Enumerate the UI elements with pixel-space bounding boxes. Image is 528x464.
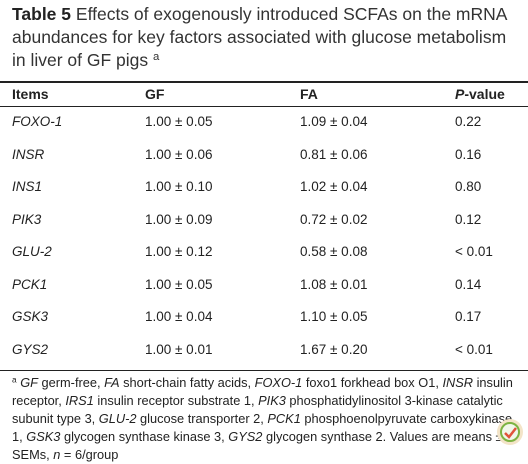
cell-value: 0.58 ± 0.08 bbox=[300, 244, 368, 259]
row-label: PIK3 bbox=[12, 211, 42, 227]
badge-icon bbox=[497, 419, 523, 445]
header-rule bbox=[0, 106, 528, 107]
footnote-text: GYS2 bbox=[228, 429, 263, 444]
footnote-text: GF bbox=[20, 375, 38, 390]
footnote-text: INSR bbox=[442, 375, 474, 390]
footnote-text: phosphatidylinositol 3-kinase catalytic … bbox=[12, 393, 503, 426]
cell-value: 1.00 ± 0.05 bbox=[145, 114, 213, 129]
cell-value: 0.12 bbox=[455, 211, 482, 227]
note-mark: a bbox=[153, 50, 160, 63]
cell-value: 1.00 ± 0.12 bbox=[145, 244, 213, 259]
row-label: GYS2 bbox=[12, 341, 49, 357]
cell-value: 1.02 ± 0.04 bbox=[300, 179, 368, 194]
caption-text: Effects of exogenously introduced SCFAs … bbox=[12, 4, 507, 70]
row-label: INS1 bbox=[12, 179, 43, 194]
cell-value: 0.14 bbox=[455, 276, 482, 292]
footnote-text: germ-free, bbox=[37, 375, 105, 390]
cell-value: 1.00 ± 0.04 bbox=[145, 309, 213, 324]
footnote-text: PIK3 bbox=[258, 393, 286, 408]
row-label: GLU-2 bbox=[12, 244, 52, 259]
footnote-text: IRS1 bbox=[65, 393, 94, 408]
footnote: a GF germ-free, FA short-chain fatty aci… bbox=[12, 374, 524, 464]
cell-value: 1.00 ± 0.06 bbox=[145, 146, 213, 162]
footnote-text: GSK3 bbox=[26, 429, 61, 444]
caption-label: Table 5 bbox=[12, 4, 72, 24]
footnote-text: GLU-2 bbox=[98, 411, 137, 426]
cell-value: 1.08 ± 0.01 bbox=[300, 276, 368, 292]
cell-value: 1.10 ± 0.05 bbox=[300, 309, 368, 324]
column-header: Items bbox=[12, 86, 49, 102]
table-caption: Table 5 Effects of exogenously introduce… bbox=[12, 3, 517, 72]
cell-value: 1.09 ± 0.04 bbox=[300, 114, 368, 129]
cell-value: 1.00 ± 0.01 bbox=[145, 341, 213, 357]
cell-value: < 0.01 bbox=[455, 244, 493, 259]
header-text: -value bbox=[464, 86, 505, 102]
footnote-text: FOXO-1 bbox=[254, 375, 303, 390]
footnote-text: insulin receptor substrate 1, bbox=[93, 393, 259, 408]
row-label: GSK3 bbox=[12, 309, 49, 324]
top-rule bbox=[0, 81, 528, 83]
row-label: INSR bbox=[12, 146, 45, 162]
cell-value: 0.72 ± 0.02 bbox=[300, 211, 368, 227]
footnote-text: FA bbox=[104, 375, 120, 390]
footnote-mark: a bbox=[12, 374, 17, 385]
cell-value: 0.16 bbox=[455, 146, 482, 162]
cell-value: 0.80 bbox=[455, 179, 482, 194]
footnote-text: PCK1 bbox=[267, 411, 301, 426]
cell-value: 0.17 bbox=[455, 309, 482, 324]
cell-value: 1.00 ± 0.05 bbox=[145, 276, 213, 292]
header-italic: P bbox=[455, 86, 465, 102]
footnote-text: = 6/group bbox=[60, 447, 119, 462]
cell-value: 1.00 ± 0.10 bbox=[145, 179, 213, 194]
row-label: FOXO-1 bbox=[12, 114, 63, 129]
cell-value: 1.00 ± 0.09 bbox=[145, 211, 213, 227]
cell-value: 0.81 ± 0.06 bbox=[300, 146, 368, 162]
column-header: FA bbox=[300, 86, 318, 102]
footnote-text: short-chain fatty acids, bbox=[119, 375, 255, 390]
page: Table 5 Effects of exogenously introduce… bbox=[0, 3, 528, 462]
footnote-text: insulin receptor, bbox=[12, 375, 513, 408]
footnote-text: glycogen synthase kinase 3, bbox=[60, 429, 229, 444]
cell-value: 1.67 ± 0.20 bbox=[300, 341, 368, 357]
cell-value: 0.22 bbox=[455, 114, 482, 129]
column-header: GF bbox=[145, 86, 165, 102]
footnote-text: foxo1 forkhead box O1, bbox=[302, 375, 443, 390]
footnote-text: glucose transporter 2, bbox=[136, 411, 268, 426]
footnote-text: phosphoenolpyruvate carboxykinase 1, bbox=[12, 411, 513, 444]
column-header: P-value bbox=[455, 86, 505, 102]
bottom-rule bbox=[0, 370, 528, 371]
row-label: PCK1 bbox=[12, 276, 48, 292]
cell-value: < 0.01 bbox=[455, 341, 493, 357]
